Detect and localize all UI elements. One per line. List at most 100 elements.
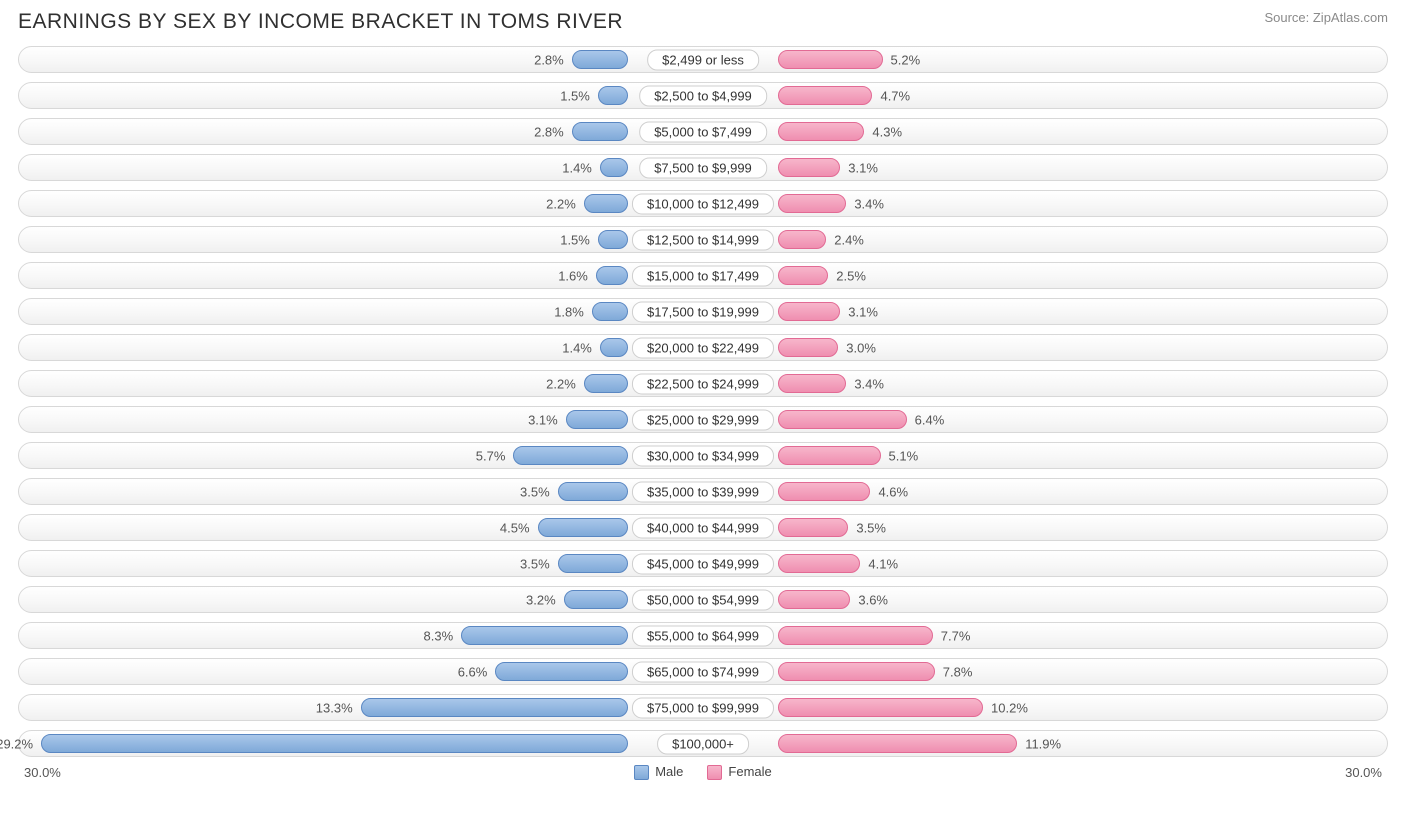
male-bar: [513, 446, 628, 465]
bracket-label: $65,000 to $74,999: [632, 661, 774, 682]
male-pct: 3.5%: [520, 484, 550, 499]
male-pct: 6.6%: [458, 664, 488, 679]
female-pct: 3.5%: [856, 520, 886, 535]
bracket-label: $35,000 to $39,999: [632, 481, 774, 502]
male-pct: 8.3%: [424, 628, 454, 643]
female-pct: 3.0%: [846, 340, 876, 355]
male-bar: [598, 86, 628, 105]
female-swatch-icon: [707, 765, 722, 780]
male-bar: [596, 266, 628, 285]
chart-row: $100,000+29.2%11.9%: [18, 730, 1388, 757]
bracket-label: $40,000 to $44,999: [632, 517, 774, 538]
bracket-label: $7,500 to $9,999: [639, 157, 767, 178]
legend-male: Male: [634, 764, 683, 780]
male-pct: 29.2%: [0, 736, 33, 751]
female-pct: 3.4%: [854, 196, 884, 211]
chart-row: $25,000 to $29,9993.1%6.4%: [18, 406, 1388, 433]
chart-row: $20,000 to $22,499 1.4% 3.0%: [18, 334, 1388, 361]
male-bar: [584, 374, 628, 393]
butterfly-chart: $2,499 or less2.8%5.2%$2,500 to $4,9991.…: [18, 46, 1388, 757]
chart-row: $12,500 to $14,9991.5%2.4%: [18, 226, 1388, 253]
male-pct: 1.6%: [558, 268, 588, 283]
chart-footer: 30.0% Male Female 30.0%: [18, 764, 1388, 780]
bracket-label: $25,000 to $29,999: [632, 409, 774, 430]
male-pct: 3.2%: [526, 592, 556, 607]
male-bar: [538, 518, 628, 537]
bracket-label: $17,500 to $19,999: [632, 301, 774, 322]
female-bar: [778, 626, 933, 645]
chart-row: $2,500 to $4,9991.5%4.7%: [18, 82, 1388, 109]
legend-male-label: Male: [655, 764, 683, 779]
male-pct: 2.8%: [534, 52, 564, 67]
female-bar: [778, 446, 881, 465]
female-bar: [778, 86, 872, 105]
female-pct: 3.1%: [848, 160, 878, 175]
female-pct: 2.5%: [836, 268, 866, 283]
female-bar: [778, 194, 846, 213]
female-bar: [778, 482, 870, 501]
male-bar: [566, 410, 628, 429]
female-pct: 2.4%: [834, 232, 864, 247]
female-bar: [778, 266, 828, 285]
chart-row: $5,000 to $7,4992.8%4.3%: [18, 118, 1388, 145]
chart-header: EARNINGS BY SEX BY INCOME BRACKET IN TOM…: [18, 10, 1388, 34]
female-pct: 4.6%: [878, 484, 908, 499]
female-bar: [778, 374, 846, 393]
bracket-label: $10,000 to $12,499: [632, 193, 774, 214]
chart-row: $55,000 to $64,9998.3%7.7%: [18, 622, 1388, 649]
male-pct: 1.4%: [562, 160, 592, 175]
male-bar: [572, 50, 628, 69]
female-pct: 4.7%: [880, 88, 910, 103]
bracket-label: $50,000 to $54,999: [632, 589, 774, 610]
female-bar: [778, 590, 850, 609]
male-bar: [572, 122, 628, 141]
bracket-label: $12,500 to $14,999: [632, 229, 774, 250]
chart-title: EARNINGS BY SEX BY INCOME BRACKET IN TOM…: [18, 10, 623, 34]
male-swatch-icon: [634, 765, 649, 780]
female-bar: [778, 410, 907, 429]
female-bar: [778, 302, 840, 321]
female-pct: 10.2%: [991, 700, 1028, 715]
bracket-label: $20,000 to $22,499: [632, 337, 774, 358]
female-bar: [778, 158, 840, 177]
female-bar: [778, 338, 838, 357]
chart-row: $65,000 to $74,999 6.6% 7.8%: [18, 658, 1388, 685]
bracket-label: $30,000 to $34,999: [632, 445, 774, 466]
male-pct: 3.1%: [528, 412, 558, 427]
male-bar: [598, 230, 628, 249]
male-bar: [592, 302, 628, 321]
chart-row: $30,000 to $34,9995.7%5.1%: [18, 442, 1388, 469]
chart-row: $35,000 to $39,999 3.5% 4.6%: [18, 478, 1388, 505]
female-pct: 7.8%: [943, 664, 973, 679]
male-pct: 2.2%: [546, 196, 576, 211]
male-bar: [461, 626, 628, 645]
bracket-label: $15,000 to $17,499: [632, 265, 774, 286]
male-pct: 2.8%: [534, 124, 564, 139]
bracket-label: $100,000+: [657, 733, 749, 754]
male-bar: [558, 554, 628, 573]
male-pct: 1.4%: [562, 340, 592, 355]
bracket-label: $45,000 to $49,999: [632, 553, 774, 574]
male-bar: [600, 338, 628, 357]
chart-row: $75,000 to $99,99913.3%10.2%: [18, 694, 1388, 721]
chart-row: $10,000 to $12,499 2.2% 3.4%: [18, 190, 1388, 217]
chart-source: Source: ZipAtlas.com: [1264, 10, 1388, 25]
female-pct: 4.3%: [872, 124, 902, 139]
male-pct: 3.5%: [520, 556, 550, 571]
female-bar: [778, 518, 848, 537]
male-bar: [361, 698, 628, 717]
male-pct: 5.7%: [476, 448, 506, 463]
male-pct: 1.8%: [554, 304, 584, 319]
male-bar: [600, 158, 628, 177]
female-bar: [778, 230, 826, 249]
chart-row: $40,000 to $44,9994.5%3.5%: [18, 514, 1388, 541]
male-bar: [558, 482, 628, 501]
legend-female: Female: [707, 764, 771, 780]
female-bar: [778, 50, 883, 69]
chart-legend: Male Female: [634, 764, 772, 780]
female-pct: 3.4%: [854, 376, 884, 391]
male-bar: [584, 194, 628, 213]
male-pct: 2.2%: [546, 376, 576, 391]
male-bar: [41, 734, 628, 753]
chart-row: $7,500 to $9,999 1.4% 3.1%: [18, 154, 1388, 181]
